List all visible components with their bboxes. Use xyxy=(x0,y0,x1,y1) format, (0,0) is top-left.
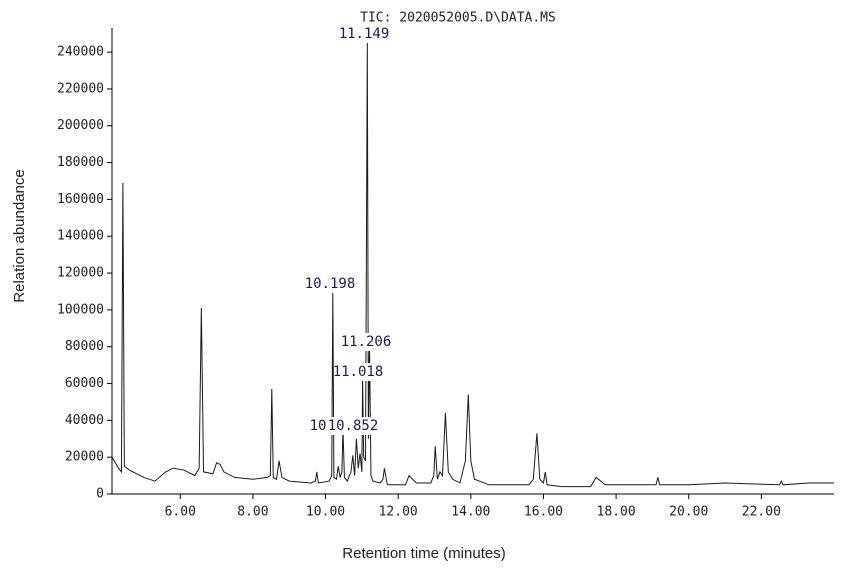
x-tick-label: 12.00 xyxy=(379,505,418,520)
x-tick-label: 8.00 xyxy=(237,505,268,520)
trace xyxy=(111,42,834,488)
y-tick-label: 80000 xyxy=(65,339,104,354)
y-tick-label: 200000 xyxy=(57,118,104,133)
y-tick-label: 140000 xyxy=(57,229,104,244)
x-tick-label: 22.00 xyxy=(742,505,781,520)
y-tick-label: 0 xyxy=(96,487,104,502)
y-tick-label: 180000 xyxy=(57,155,104,170)
x-tick-label: 20.00 xyxy=(669,505,708,520)
peak-label: 11.149 xyxy=(339,26,390,42)
peak-label: 11.018 xyxy=(333,364,384,380)
label-bg xyxy=(334,363,382,381)
label-bg xyxy=(306,275,354,293)
label-bg xyxy=(342,333,390,351)
x-tick-label: 10.00 xyxy=(306,505,345,520)
peak-label: 10 xyxy=(310,418,327,434)
y-axis-label: Relation abundance xyxy=(11,169,28,302)
x-tick-label: 14.00 xyxy=(451,505,490,520)
x-axis-label: Retention time (minutes) xyxy=(342,545,505,562)
chart-title: TIC: 2020052005.D\DATA.MS xyxy=(360,11,556,26)
y-tick-label: 40000 xyxy=(65,413,104,428)
peak-label: 10.852 xyxy=(328,418,379,434)
label-bg xyxy=(329,417,377,435)
peak-label: 11.206 xyxy=(341,334,392,350)
y-tick-label: 60000 xyxy=(65,376,104,391)
y-tick-label: 100000 xyxy=(57,302,104,317)
x-tick-label: 6.00 xyxy=(165,505,196,520)
x-tick-label: 16.00 xyxy=(524,505,563,520)
y-tick-label: 220000 xyxy=(57,81,104,96)
y-tick-label: 120000 xyxy=(57,266,104,281)
y-tick-label: 240000 xyxy=(57,45,104,60)
y-tick-label: 20000 xyxy=(65,450,104,465)
x-tick-label: 18.00 xyxy=(597,505,636,520)
y-tick-label: 160000 xyxy=(57,192,104,207)
peak-label: 10.198 xyxy=(305,276,356,292)
